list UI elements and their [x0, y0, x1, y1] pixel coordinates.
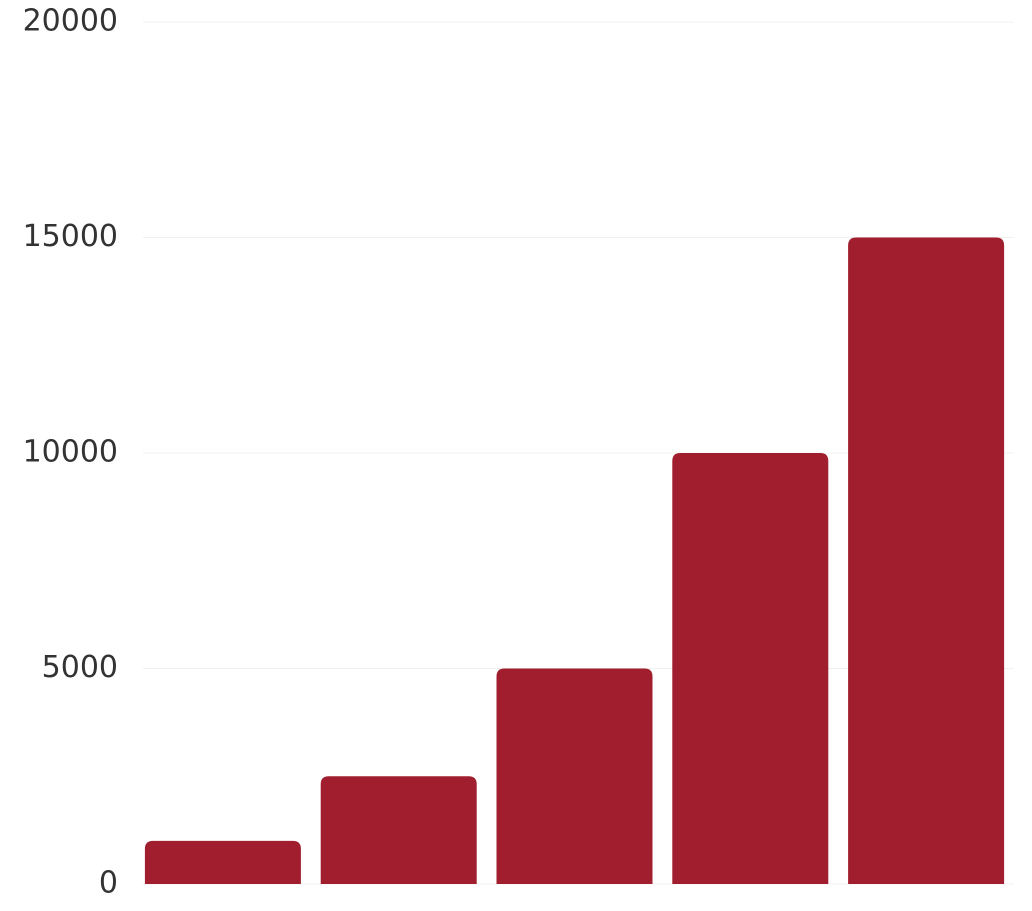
- bar: [144, 840, 301, 884]
- y-tick-label: 5000: [42, 650, 118, 685]
- bar: [848, 237, 1005, 884]
- y-tick-label: 15000: [23, 219, 118, 254]
- y-tick-label: 0: [99, 866, 118, 901]
- bar: [320, 776, 477, 884]
- bar: [496, 668, 653, 884]
- y-tick-label: 20000: [23, 4, 118, 39]
- bar: [672, 453, 829, 884]
- y-tick-label: 10000: [23, 435, 118, 470]
